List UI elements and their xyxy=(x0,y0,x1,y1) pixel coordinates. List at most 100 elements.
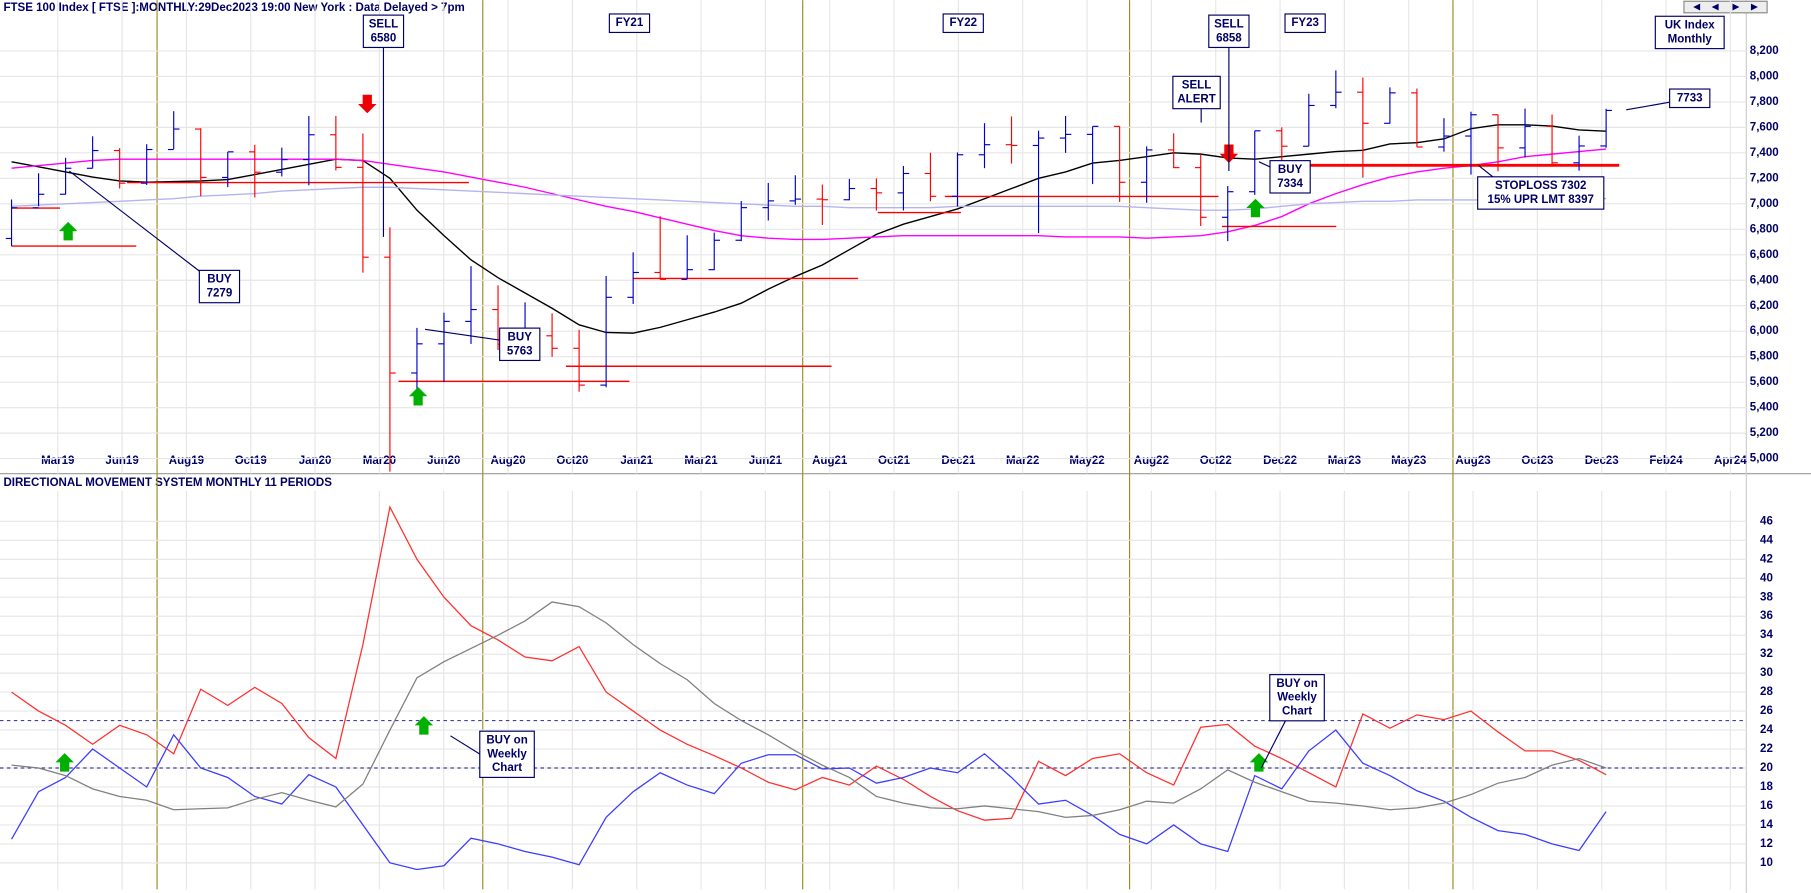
x-tick-label: Mar19 xyxy=(41,455,74,467)
ohlc-bar xyxy=(276,147,288,177)
annotation-leader xyxy=(68,170,205,276)
ohlc-bar xyxy=(330,116,342,171)
annotation-box xyxy=(198,269,241,304)
nav-bar[interactable] xyxy=(1683,0,1768,14)
ohlc-bar xyxy=(32,173,45,209)
ohlc-bar xyxy=(600,275,612,388)
ohlc-bar xyxy=(113,148,126,189)
ohlc-bar xyxy=(1303,93,1315,147)
ohlc-bar xyxy=(897,165,910,211)
ohlc-bar xyxy=(1167,133,1180,169)
y-tick-label: 24 xyxy=(1760,724,1773,736)
ohlc-bar xyxy=(654,216,666,280)
x-tick-label: Jun20 xyxy=(427,455,460,467)
annotation-text: SELL xyxy=(1182,80,1211,92)
ohlc-bar xyxy=(1330,70,1342,109)
x-tick-label: Jan20 xyxy=(299,455,332,467)
nav-first[interactable] xyxy=(1693,3,1701,11)
annotation-box xyxy=(1669,88,1711,109)
ohlc-bar xyxy=(870,178,883,211)
annotation-text: BUY xyxy=(508,331,533,343)
annotation-text: 7334 xyxy=(1277,178,1303,190)
ohlc-bar xyxy=(1600,108,1612,148)
moving-average xyxy=(11,186,1607,211)
ohlc-bar xyxy=(1140,146,1153,203)
annotation-text: 6580 xyxy=(371,32,397,44)
annotation-text: Monthly xyxy=(1668,33,1713,45)
x-tick-label: Mar20 xyxy=(363,455,396,467)
buy-arrow xyxy=(1249,753,1269,772)
ohlc-bar xyxy=(221,151,234,188)
ohlc-bar xyxy=(303,115,315,186)
y-tick-label: 30 xyxy=(1760,667,1773,679)
y-tick-label: 46 xyxy=(1760,515,1773,527)
nav-buttons[interactable] xyxy=(1683,0,1768,14)
annotation-text: BUY xyxy=(1278,164,1303,176)
annotation-text: FY23 xyxy=(1291,17,1319,29)
annotation-box xyxy=(362,14,405,49)
nav-prev[interactable] xyxy=(1711,3,1719,11)
ohlc-bar xyxy=(708,232,721,271)
x-tick-label: Jan21 xyxy=(620,455,653,467)
ohlc-bar xyxy=(1519,108,1531,158)
annotation-box xyxy=(942,13,984,34)
x-tick-label: Apr24 xyxy=(1714,455,1747,467)
annotation-text: SELL xyxy=(1214,18,1243,30)
indicator-line xyxy=(11,601,1607,818)
nav-last[interactable] xyxy=(1750,3,1758,11)
x-tick-label: Dec21 xyxy=(941,455,976,467)
y-tick-label: 16 xyxy=(1760,800,1773,812)
ohlc-bar xyxy=(1357,77,1369,178)
ohlc-bar xyxy=(924,152,937,202)
annotation-text: 6858 xyxy=(1216,32,1242,44)
y-tick-label: 26 xyxy=(1760,705,1773,717)
annotation-box xyxy=(1172,75,1221,110)
indicator-title: DIRECTIONAL MOVEMENT SYSTEM MONTHLY 11 P… xyxy=(3,477,332,489)
annotation-leader xyxy=(450,735,485,758)
moving-average xyxy=(11,124,1607,334)
ohlc-bar xyxy=(1032,130,1045,234)
x-tick-label: Jun21 xyxy=(749,455,783,467)
x-tick-label: Aug22 xyxy=(1134,455,1169,467)
annotation-leader xyxy=(424,328,505,342)
y-tick-label: 7,800 xyxy=(1750,96,1779,108)
ohlc-bar xyxy=(762,182,775,221)
y-tick-label: 6,200 xyxy=(1750,300,1779,312)
y-tick-label: 6,600 xyxy=(1750,249,1779,261)
annotation-box xyxy=(1269,674,1325,722)
y-tick-label: 7,600 xyxy=(1750,121,1779,133)
ohlc-bar xyxy=(681,235,693,280)
annotation-box xyxy=(1654,15,1725,50)
x-tick-label: Feb24 xyxy=(1649,455,1683,467)
ohlc-bar xyxy=(194,128,207,197)
y-tick-label: 12 xyxy=(1760,838,1773,850)
ohlc-bar xyxy=(1059,115,1072,153)
x-tick-label: Mar23 xyxy=(1328,455,1361,467)
annotation-text: 7279 xyxy=(207,288,233,300)
y-tick-label: 5,000 xyxy=(1750,453,1779,465)
annotation-text: ALERT xyxy=(1177,93,1215,105)
annotation-box xyxy=(499,327,541,362)
ohlc-bar xyxy=(465,266,477,344)
ohlc-bar xyxy=(1005,116,1018,164)
y-tick-label: 5,600 xyxy=(1750,376,1779,388)
x-tick-label: Aug23 xyxy=(1455,455,1490,467)
annotation-box xyxy=(1477,176,1605,210)
x-tick-label: Jun19 xyxy=(105,455,138,467)
annotation-box xyxy=(1208,14,1250,49)
annotation-text: Weekly xyxy=(1277,692,1317,704)
x-tick-label: Mar22 xyxy=(1006,455,1039,467)
ohlc-bar xyxy=(816,184,829,225)
nav-next[interactable] xyxy=(1732,3,1740,11)
ohlc-bar xyxy=(1546,114,1558,167)
indicator-line xyxy=(11,505,1607,821)
annotation-text: 15% UPR LMT 8397 xyxy=(1488,194,1594,206)
x-tick-label: Aug19 xyxy=(169,455,204,467)
y-tick-label: 6,400 xyxy=(1750,274,1779,286)
x-tick-label: Oct22 xyxy=(1200,455,1232,467)
ohlc-bar xyxy=(951,152,964,207)
ohlc-bar xyxy=(438,312,450,383)
